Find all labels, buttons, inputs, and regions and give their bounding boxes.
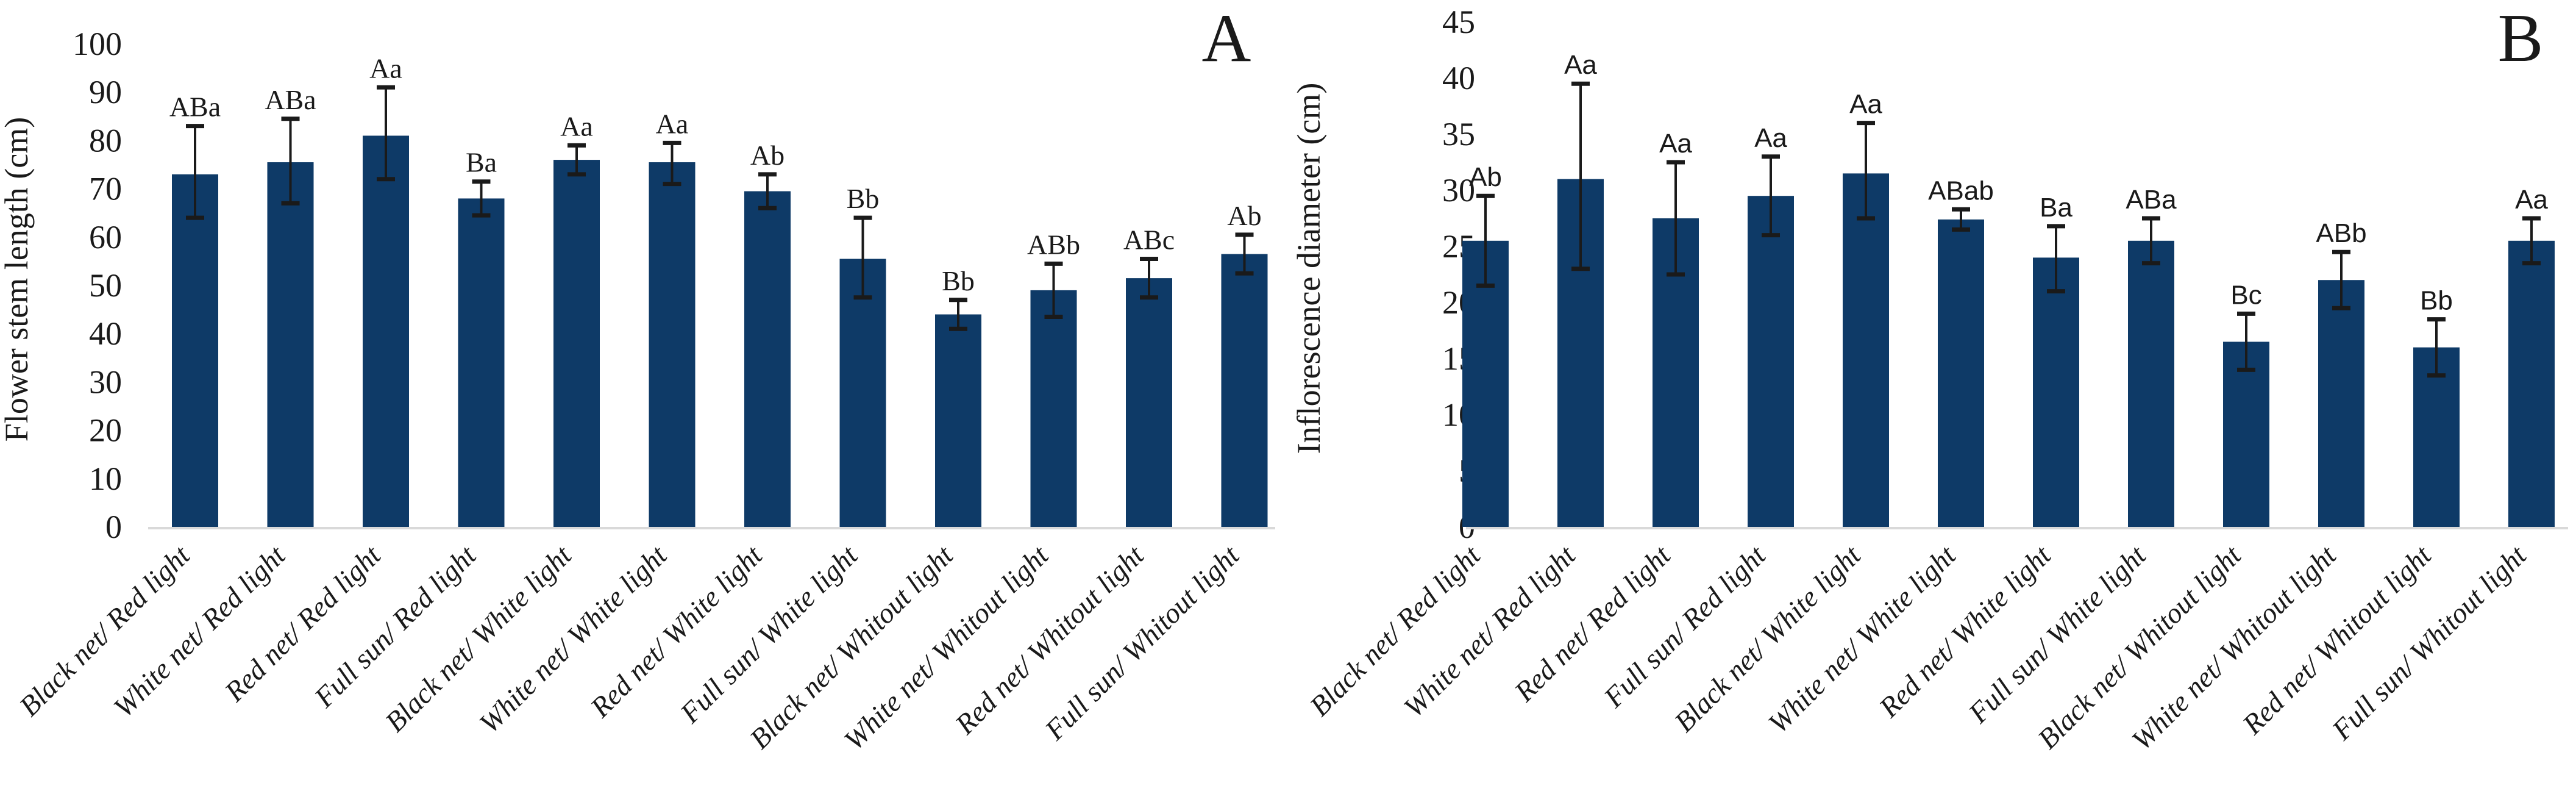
significance-letter: ABb xyxy=(2316,218,2366,248)
significance-letter: Ba xyxy=(466,147,497,178)
significance-letter: ABa xyxy=(169,91,221,123)
x-category-label: White net/ Red light xyxy=(108,539,292,723)
significance-letter: Aa xyxy=(1659,129,1692,159)
bar xyxy=(1126,278,1172,527)
y-axis-title: Inflorescence diameter (cm) xyxy=(1290,83,1327,454)
y-tick-label: 10 xyxy=(89,460,122,497)
significance-letter: Aa xyxy=(1564,50,1597,80)
x-category-label: Full sun/ Whitout light xyxy=(1039,539,1246,746)
x-category-label: Red net/ Whitout light xyxy=(2236,539,2438,741)
significance-letter: Ab xyxy=(1469,162,1502,192)
y-tick-label: 60 xyxy=(89,219,122,256)
x-category-label: Full sun/ White light xyxy=(1962,539,2152,729)
significance-letter: ABa xyxy=(2126,185,2177,215)
significance-letter: ABab xyxy=(1928,176,1994,206)
y-tick-label: 20 xyxy=(89,412,122,449)
y-tick-label: 80 xyxy=(89,122,122,159)
y-tick-label: 35 xyxy=(1442,116,1475,152)
bar xyxy=(2128,240,2174,527)
significance-letter: Aa xyxy=(560,110,593,141)
y-tick-label: 45 xyxy=(1442,4,1475,40)
bar xyxy=(744,191,791,527)
x-category-label: Red net/ White light xyxy=(1873,539,2057,724)
bar-chart-svg: 051015202530354045Inflorescence diameter… xyxy=(1290,1,2568,756)
y-tick-label: 100 xyxy=(73,26,122,62)
bar xyxy=(2223,342,2269,527)
significance-letter: Bb xyxy=(942,265,975,296)
bar xyxy=(1030,290,1077,527)
bar xyxy=(2508,240,2555,527)
bar xyxy=(553,160,600,528)
bar xyxy=(935,314,981,527)
x-category-label: Full sun/ Red light xyxy=(1598,539,1772,714)
significance-letter: Bc xyxy=(2230,280,2261,310)
significance-letter: Aa xyxy=(656,108,689,139)
bar xyxy=(1462,240,1509,527)
significance-letter: Bb xyxy=(847,183,880,214)
y-tick-label: 70 xyxy=(89,171,122,207)
x-category-label: Black net/ Red light xyxy=(1304,539,1487,722)
x-category-label: Black net/ White light xyxy=(1668,539,1867,738)
significance-letter: ABb xyxy=(1027,229,1080,260)
x-category-label: Full sun/ Whitout light xyxy=(2325,539,2533,746)
y-tick-label: 50 xyxy=(89,267,122,304)
y-tick-label: 30 xyxy=(1442,172,1475,209)
bar xyxy=(1748,196,1794,527)
significance-letter: Bb xyxy=(2420,286,2453,316)
significance-letter: Ab xyxy=(1227,200,1261,231)
bar xyxy=(363,135,409,528)
bar xyxy=(2033,257,2079,527)
x-category-label: Full sun/ Red light xyxy=(308,539,482,714)
significance-letter: ABa xyxy=(265,84,316,115)
bar xyxy=(267,162,314,527)
y-tick-label: 0 xyxy=(105,509,122,545)
y-tick-label: 30 xyxy=(89,363,122,400)
panel-letter: A xyxy=(1202,1,1251,76)
x-category-label: White net/ White light xyxy=(474,539,674,739)
significance-letter: Aa xyxy=(369,52,402,84)
panel-a-flower-stem-length: 0 10 20 30 40 50 60 70 80 90 100 Flower stem length… xyxy=(0,1,1275,756)
y-tick-label: 90 xyxy=(89,74,122,110)
significance-letter: Aa xyxy=(1754,123,1787,153)
bar xyxy=(458,198,505,527)
bar xyxy=(1843,173,1889,527)
significance-letter: Aa xyxy=(2515,185,2548,215)
x-category-label: White net/ White light xyxy=(1762,539,1962,739)
bar xyxy=(2318,280,2364,527)
x-category-label: Red net/ White light xyxy=(584,539,769,724)
bar xyxy=(649,162,696,527)
bar xyxy=(1221,254,1268,527)
bar xyxy=(839,259,886,527)
significance-letter: Ab xyxy=(750,140,785,171)
x-category-label: White net/ Red light xyxy=(1398,539,1582,723)
bar xyxy=(172,174,218,528)
bar-chart-svg: 0 10 20 30 40 50 60 70 80 90 100 Flower stem length… xyxy=(0,1,1275,756)
panel-letter: B xyxy=(2498,1,2544,76)
significance-letter: Aa xyxy=(1849,90,1882,120)
panel-b-inflorescence-diameter: 051015202530354045Inflorescence diameter… xyxy=(1288,0,2576,791)
significance-letter: Ba xyxy=(2040,193,2073,223)
x-category-label: Full sun/ White light xyxy=(674,539,864,729)
y-tick-label: 40 xyxy=(89,315,122,352)
x-category-label: Black net/ White light xyxy=(379,539,578,738)
x-category-label: Red net/ Whitout light xyxy=(949,539,1151,741)
bar xyxy=(1938,219,1984,527)
x-category-label: Black net/ Red light xyxy=(13,539,196,722)
y-axis-title: Flower stem length (cm) xyxy=(0,117,35,442)
significance-letter: ABc xyxy=(1123,224,1175,255)
y-tick-label: 40 xyxy=(1442,60,1475,96)
